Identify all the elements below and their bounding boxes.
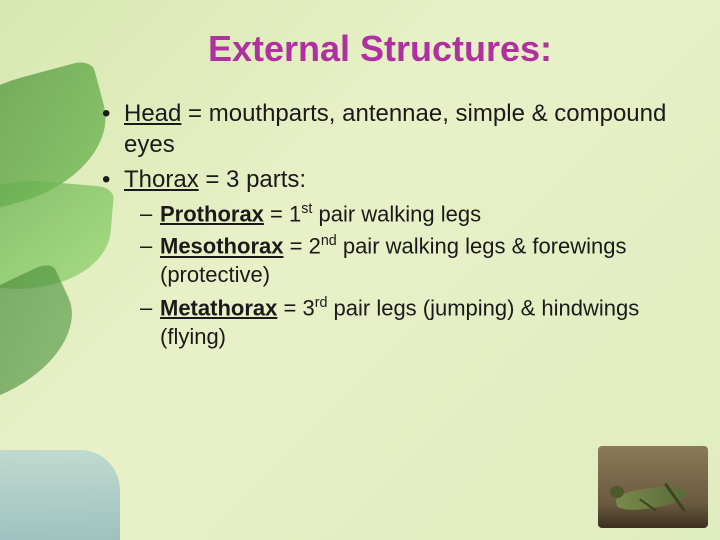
term-prothorax: Prothorax	[160, 201, 264, 226]
slide-title: External Structures:	[90, 28, 670, 70]
bullet-text: pair walking legs	[312, 201, 481, 226]
term-head: Head	[124, 100, 181, 127]
list-item: Thorax = 3 parts:	[90, 164, 670, 195]
list-item: Prothorax = 1st pair walking legs	[90, 200, 670, 229]
ordinal-suffix: rd	[315, 295, 328, 311]
term-mesothorax: Mesothorax	[160, 234, 283, 259]
ordinal: 1	[289, 201, 301, 226]
grasshopper-image	[598, 446, 708, 528]
term-metathorax: Metathorax	[160, 295, 277, 320]
term-thorax: Thorax	[124, 166, 199, 193]
ordinal: 2	[309, 234, 321, 259]
list-item: Mesothorax = 2nd pair walking legs & for…	[90, 232, 670, 290]
bullet-text: = 3 parts:	[199, 166, 306, 193]
bullet-list: Head = mouthparts, antennae, simple & co…	[90, 98, 670, 352]
ordinal-suffix: nd	[321, 233, 337, 249]
ordinal-suffix: st	[301, 201, 312, 217]
ordinal: 3	[302, 295, 314, 320]
list-item: Metathorax = 3rd pair legs (jumping) & h…	[90, 294, 670, 352]
bullet-text: = mouthparts, antennae, simple & compoun…	[124, 100, 666, 158]
list-item: Head = mouthparts, antennae, simple & co…	[90, 98, 670, 160]
grasshopper-head-icon	[610, 486, 624, 498]
